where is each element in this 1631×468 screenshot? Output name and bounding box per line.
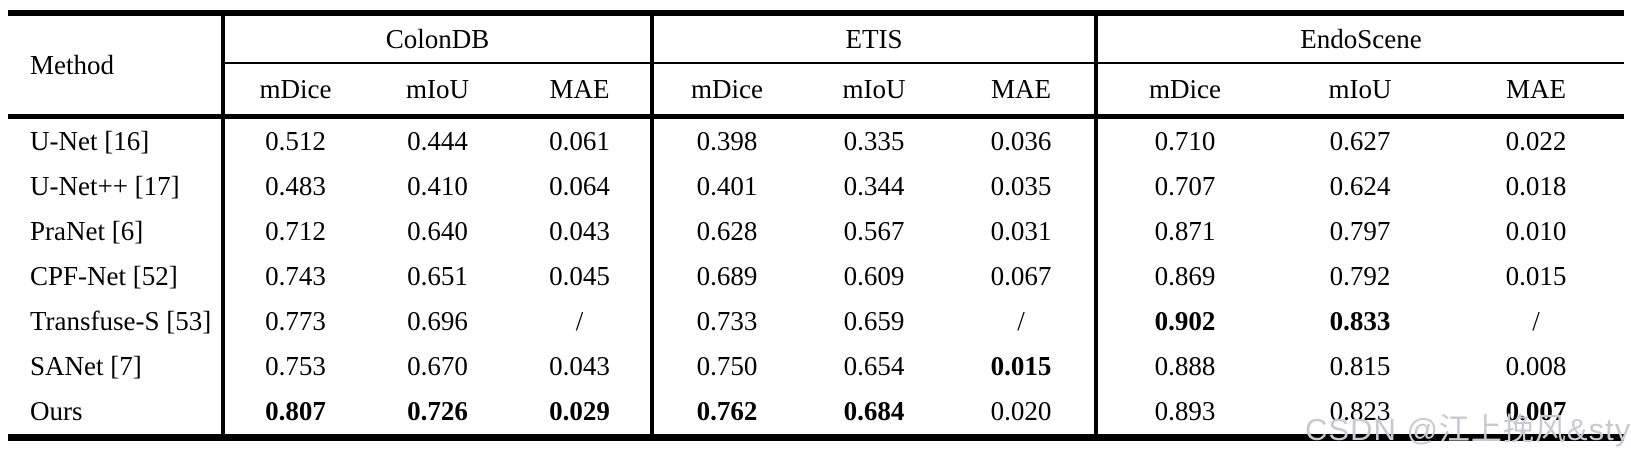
value-cell: 0.707 bbox=[1094, 164, 1273, 209]
value-cell: 0.689 bbox=[650, 254, 800, 299]
value-cell: 0.018 bbox=[1505, 171, 1567, 201]
value-cell: 0.045 bbox=[549, 261, 610, 291]
value-cell: 0.624 bbox=[1329, 171, 1391, 201]
value-cell: 0.893 bbox=[1094, 389, 1273, 438]
colondb-miou-header: mIoU bbox=[366, 63, 509, 119]
value-cell: 0.773 bbox=[221, 299, 366, 344]
value-cell: 0.654 bbox=[843, 351, 905, 381]
value-cell: 0.410 bbox=[407, 171, 468, 201]
benchmark-results-table: Method ColonDB ETIS EndoScene mDice mIoU… bbox=[8, 10, 1625, 441]
value-cell: 0.015 bbox=[1505, 261, 1567, 291]
method-cell: CPF-Net [52] bbox=[30, 261, 178, 291]
value-cell: 0.710 bbox=[1094, 116, 1273, 164]
value-cell: 0.628 bbox=[650, 209, 800, 254]
value-cell: 0.871 bbox=[1094, 209, 1273, 254]
value-cell: 0.670 bbox=[407, 351, 468, 381]
value-cell: 0.010 bbox=[1505, 216, 1567, 246]
table-row: Ours 0.807 0.726 0.029 0.762 0.684 0.020… bbox=[8, 389, 1624, 438]
value-cell: 0.335 bbox=[843, 126, 905, 156]
value-cell: 0.007 bbox=[1505, 396, 1567, 426]
table-row: PraNet [6] 0.712 0.640 0.043 0.628 0.567… bbox=[8, 209, 1624, 254]
value-cell: 0.567 bbox=[843, 216, 905, 246]
value-cell: 0.609 bbox=[843, 261, 905, 291]
value-cell: 0.807 bbox=[221, 389, 366, 438]
value-cell: 0.444 bbox=[407, 126, 468, 156]
value-cell: 0.022 bbox=[1505, 126, 1567, 156]
value-cell: 0.008 bbox=[1505, 351, 1567, 381]
value-cell: 0.815 bbox=[1329, 351, 1391, 381]
group-header-row: Method ColonDB ETIS EndoScene bbox=[8, 13, 1625, 119]
table-row: U-Net++ [17] 0.483 0.410 0.064 0.401 0.3… bbox=[8, 164, 1624, 209]
method-cell: SANet [7] bbox=[30, 351, 142, 381]
value-cell: / bbox=[1017, 306, 1025, 336]
value-cell: 0.031 bbox=[990, 216, 1052, 246]
colondb-mdice-header: mDice bbox=[221, 63, 366, 119]
value-cell: 0.684 bbox=[843, 396, 905, 426]
method-cell: Ours bbox=[30, 396, 83, 426]
value-cell: 0.762 bbox=[650, 389, 800, 438]
value-cell: 0.067 bbox=[990, 261, 1052, 291]
value-cell: 0.035 bbox=[990, 171, 1052, 201]
value-cell: 0.627 bbox=[1329, 126, 1391, 156]
value-cell: 0.733 bbox=[650, 299, 800, 344]
value-cell: 0.743 bbox=[221, 254, 366, 299]
method-cell: U-Net [16] bbox=[30, 126, 150, 156]
value-cell: 0.792 bbox=[1329, 261, 1391, 291]
etis-mdice-header: mDice bbox=[650, 63, 800, 119]
value-cell: 0.902 bbox=[1094, 299, 1273, 344]
value-cell: 0.753 bbox=[221, 344, 366, 389]
value-cell: 0.020 bbox=[990, 396, 1052, 426]
value-cell: 0.036 bbox=[990, 126, 1052, 156]
value-cell: 0.064 bbox=[549, 171, 610, 201]
value-cell: 0.398 bbox=[650, 116, 800, 164]
value-cell: 0.061 bbox=[549, 126, 610, 156]
method-column-header: Method bbox=[8, 13, 223, 119]
value-cell: 0.043 bbox=[549, 216, 610, 246]
value-cell: 0.726 bbox=[407, 396, 468, 426]
value-cell: 0.651 bbox=[407, 261, 468, 291]
value-cell: 0.015 bbox=[990, 351, 1052, 381]
endoscene-mae-header: MAE bbox=[1448, 63, 1625, 119]
value-cell: 0.797 bbox=[1329, 216, 1391, 246]
endoscene-miou-header: mIoU bbox=[1272, 63, 1449, 119]
value-cell: 0.833 bbox=[1329, 306, 1391, 336]
value-cell: 0.750 bbox=[650, 344, 800, 389]
table-row: SANet [7] 0.753 0.670 0.043 0.750 0.654 … bbox=[8, 344, 1624, 389]
value-cell: 0.659 bbox=[843, 306, 905, 336]
table-row: U-Net [16] 0.512 0.444 0.061 0.398 0.335… bbox=[8, 116, 1624, 164]
value-cell: 0.043 bbox=[549, 351, 610, 381]
value-cell: 0.640 bbox=[407, 216, 468, 246]
colondb-mae-header: MAE bbox=[509, 63, 652, 119]
value-cell: / bbox=[575, 306, 584, 336]
value-cell: 0.401 bbox=[650, 164, 800, 209]
value-cell: 0.712 bbox=[221, 209, 366, 254]
table-row: Transfuse-S [53] 0.773 0.696 / 0.733 0.6… bbox=[8, 299, 1624, 344]
group-header-etis: ETIS bbox=[649, 13, 1097, 64]
value-cell: 0.512 bbox=[221, 116, 366, 164]
method-cell: Transfuse-S [53] bbox=[30, 306, 212, 336]
group-header-colondb: ColonDB bbox=[221, 13, 652, 64]
table-row: CPF-Net [52] 0.743 0.651 0.045 0.689 0.6… bbox=[8, 254, 1624, 299]
value-cell: 0.344 bbox=[843, 171, 905, 201]
value-cell: 0.696 bbox=[407, 306, 468, 336]
group-header-endoscene: EndoScene bbox=[1094, 13, 1625, 64]
value-cell: 0.029 bbox=[549, 396, 610, 426]
endoscene-mdice-header: mDice bbox=[1094, 63, 1273, 119]
value-cell: 0.823 bbox=[1329, 396, 1391, 426]
method-cell: U-Net++ [17] bbox=[30, 171, 180, 201]
value-cell: 0.888 bbox=[1094, 344, 1273, 389]
etis-miou-header: mIoU bbox=[800, 63, 948, 119]
value-cell: 0.483 bbox=[221, 164, 366, 209]
metric-header-row: mDice mIoU MAE mDice mIoU MAE mDice mIoU… bbox=[8, 63, 1625, 119]
method-cell: PraNet [6] bbox=[30, 216, 144, 246]
etis-mae-header: MAE bbox=[948, 63, 1097, 119]
value-cell: / bbox=[1532, 306, 1540, 336]
value-cell: 0.869 bbox=[1094, 254, 1273, 299]
